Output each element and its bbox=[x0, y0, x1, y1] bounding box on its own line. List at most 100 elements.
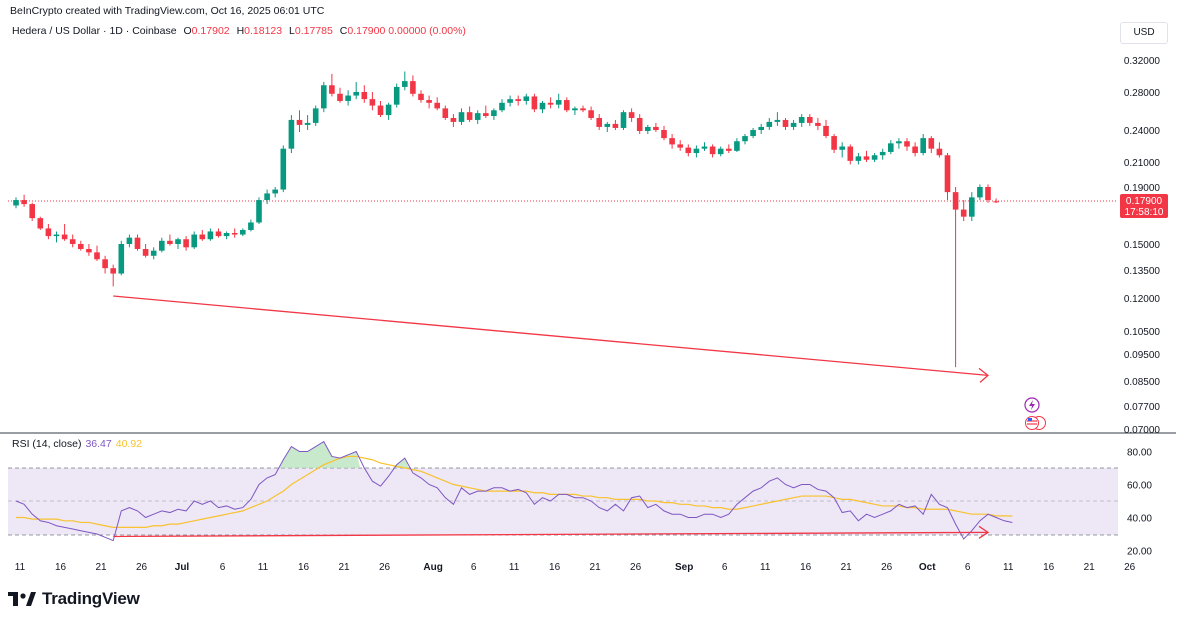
time-tick-label: 6 bbox=[220, 562, 226, 573]
candle-body bbox=[256, 200, 262, 223]
candle-body bbox=[402, 81, 408, 87]
rsi-lines-group bbox=[15, 440, 1013, 542]
candle-body bbox=[426, 100, 432, 103]
open-value: 0.17902 bbox=[191, 25, 230, 37]
candle-body bbox=[134, 237, 141, 249]
candle-body bbox=[312, 108, 319, 123]
candle-body bbox=[871, 155, 878, 160]
candle-body bbox=[531, 96, 538, 110]
candle-body bbox=[547, 102, 554, 105]
candle-body bbox=[831, 136, 837, 150]
candle-body bbox=[952, 192, 959, 210]
candle-body bbox=[977, 187, 983, 198]
candle-body bbox=[790, 122, 797, 127]
candle-body bbox=[564, 100, 570, 111]
price-tick-label: 0.24000 bbox=[1124, 126, 1161, 137]
candle-body bbox=[450, 117, 457, 122]
price-tick-label: 0.15000 bbox=[1124, 240, 1161, 251]
tradingview-logo[interactable]: TradingView bbox=[8, 589, 140, 609]
candle-body bbox=[742, 136, 748, 142]
candle-body bbox=[118, 244, 125, 274]
time-tick-label: 21 bbox=[590, 562, 602, 573]
time-tick-label: 16 bbox=[549, 562, 561, 573]
candle-body bbox=[393, 86, 400, 105]
us-flag-event-icon[interactable] bbox=[1025, 416, 1046, 430]
rsi-axis[interactable]: 80.00 60.00 40.00 20.00 bbox=[1127, 448, 1152, 558]
currency-button[interactable]: USD bbox=[1120, 22, 1168, 44]
candle-body bbox=[717, 148, 724, 155]
time-tick-label: 21 bbox=[338, 562, 350, 573]
symbol-title[interactable]: Hedera / US Dollar · 1D · Coinbase bbox=[12, 25, 177, 37]
candle-body bbox=[888, 143, 894, 152]
time-tick-label: Jul bbox=[175, 562, 190, 573]
lightning-event-icon[interactable] bbox=[1024, 397, 1040, 413]
rsi-ma-line bbox=[16, 455, 1013, 528]
candle-body bbox=[223, 233, 230, 237]
time-tick-label: 6 bbox=[722, 562, 728, 573]
candle-body bbox=[863, 156, 870, 160]
price-trendline-arrowhead bbox=[978, 367, 990, 383]
candle-body bbox=[78, 244, 84, 249]
price-tick-label: 0.21000 bbox=[1124, 158, 1161, 169]
candle-body bbox=[507, 99, 513, 103]
tradingview-logo-icon bbox=[8, 592, 36, 606]
time-tick-label: 26 bbox=[136, 562, 148, 573]
candle-body bbox=[491, 110, 497, 117]
price-trendline bbox=[113, 295, 989, 377]
candle-body bbox=[750, 130, 756, 137]
time-axis[interactable]: 11 16 21 26 Jul 6 11 16 21 26 Aug 6 11 16 21 26 Sep 6 11 16… bbox=[15, 562, 1136, 573]
time-tick-label: 26 bbox=[379, 562, 391, 573]
rsi-line bbox=[15, 440, 1013, 542]
candle-body bbox=[815, 122, 821, 126]
candle-body bbox=[61, 234, 68, 240]
time-tick-label: 11 bbox=[760, 562, 771, 573]
time-tick-label: 6 bbox=[965, 562, 971, 573]
rsi-overbought-fill bbox=[279, 441, 361, 468]
candle-body bbox=[847, 146, 854, 161]
candle-body bbox=[231, 233, 238, 235]
candle-body bbox=[985, 187, 991, 201]
candle-body bbox=[280, 148, 287, 190]
candle-body bbox=[596, 117, 602, 127]
candle-body bbox=[385, 104, 392, 116]
close-label: C bbox=[339, 25, 348, 37]
time-tick-label: 11 bbox=[1003, 562, 1014, 573]
low-value: 0.17785 bbox=[294, 25, 333, 37]
price-tick-label: 0.07700 bbox=[1124, 402, 1161, 413]
price-tag-price: 0.17900 bbox=[1126, 196, 1163, 207]
rsi-tick-label: 40.00 bbox=[1127, 514, 1152, 525]
rsi-trendline-arrowhead bbox=[978, 525, 990, 539]
price-axis[interactable]: 0.32000 0.28000 0.24000 0.21000 0.19000 0.150… bbox=[1124, 56, 1161, 436]
rsi-band bbox=[8, 468, 1118, 535]
candle-body bbox=[701, 146, 708, 149]
candle-body bbox=[798, 116, 805, 123]
time-tick-label: 16 bbox=[1043, 562, 1055, 573]
high-value: 0.18123 bbox=[244, 25, 283, 37]
candle-body bbox=[272, 189, 278, 194]
time-tick-label: Sep bbox=[675, 562, 693, 573]
candle-body bbox=[758, 126, 764, 130]
tradingview-logo-text: TradingView bbox=[42, 589, 140, 608]
candle-body bbox=[912, 146, 918, 154]
candle-body bbox=[628, 112, 635, 118]
candle-body bbox=[807, 116, 813, 123]
rsi-value: 36.47 bbox=[85, 438, 112, 450]
candle-body bbox=[167, 240, 173, 244]
change-value: 0.00000 (0.00%) bbox=[388, 25, 466, 37]
candle-body bbox=[126, 237, 133, 244]
candle-body bbox=[920, 138, 926, 154]
candle-body bbox=[142, 248, 149, 256]
candle-body bbox=[377, 105, 384, 116]
time-tick-label: 21 bbox=[841, 562, 853, 573]
time-tick-label: 26 bbox=[630, 562, 642, 573]
candles-group bbox=[13, 71, 999, 368]
price-tick-label: 0.28000 bbox=[1124, 88, 1161, 99]
candle-body bbox=[483, 113, 489, 117]
rsi-title[interactable]: RSI (14, close) bbox=[12, 438, 82, 450]
candle-body bbox=[37, 218, 44, 229]
time-tick-label: 11 bbox=[258, 562, 269, 573]
candle-body bbox=[150, 250, 157, 256]
candle-body bbox=[823, 125, 829, 137]
candle-body bbox=[337, 93, 343, 101]
